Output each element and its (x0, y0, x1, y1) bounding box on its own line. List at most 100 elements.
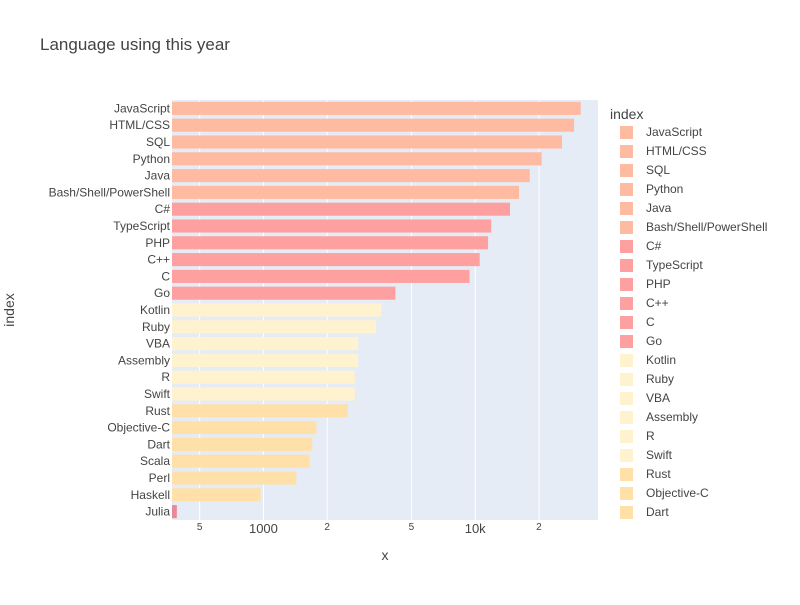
legend-swatch (620, 278, 633, 291)
legend-item-label: R (646, 429, 655, 443)
legend-item-label: Go (646, 334, 662, 348)
legend-swatch (620, 335, 633, 348)
legend-swatch (620, 202, 633, 215)
y-tick-label: C# (155, 202, 171, 216)
bar (172, 152, 542, 166)
y-tick-label: R (161, 370, 170, 384)
bar (172, 505, 177, 519)
legend-item-label: C (646, 315, 655, 329)
legend-item-label: VBA (646, 391, 670, 405)
y-tick-label: Kotlin (140, 303, 170, 317)
y-tick-label: PHP (145, 236, 170, 250)
bar (172, 135, 563, 149)
legend-swatch (620, 316, 633, 329)
x-tick-label: 10k (465, 521, 486, 536)
bar (172, 202, 511, 216)
bar (172, 471, 297, 485)
legend-swatch (620, 506, 633, 519)
legend-swatch (620, 487, 633, 500)
legend-item-label: C++ (646, 296, 669, 310)
legend-item-label: Ruby (646, 372, 674, 386)
bar (172, 454, 310, 468)
legend-swatch (620, 354, 633, 367)
legend-swatch (620, 183, 633, 196)
bar (172, 370, 355, 384)
y-tick-label: Haskell (131, 488, 170, 502)
y-tick-label: Objective-C (107, 421, 170, 435)
y-tick-label: Python (133, 152, 170, 166)
bar (172, 219, 492, 233)
legend: index JavaScript HTML/CSS SQL Python Java Bas… (610, 106, 767, 519)
x-tick-label: 2 (324, 522, 330, 533)
y-tick-label: Scala (140, 454, 170, 468)
legend-item-label: Dart (646, 505, 669, 519)
x-tick-label: 5 (409, 522, 415, 533)
legend-swatch (620, 373, 633, 386)
x-tick-label: 2 (536, 522, 542, 533)
bar (172, 169, 530, 183)
y-tick-label: C (161, 269, 170, 283)
bar (172, 236, 489, 250)
legend-item-label: Swift (646, 448, 673, 462)
y-tick-label: Assembly (118, 353, 170, 367)
legend-item-label: Bash/Shell/PowerShell (646, 220, 767, 234)
legend-item-label: JavaScript (646, 125, 703, 139)
legend-swatch (620, 259, 633, 272)
bar (172, 437, 313, 451)
y-tick-label: Bash/Shell/PowerShell (49, 185, 170, 199)
legend-item-label: Objective-C (646, 486, 709, 500)
bar-series (172, 101, 581, 519)
legend-swatch (620, 430, 633, 443)
y-axis-ticks: JavaScript HTML/CSS SQL Python Java Bash/Shel… (49, 101, 171, 518)
legend-swatch (620, 468, 633, 481)
y-tick-label: SQL (146, 135, 170, 149)
bar (172, 488, 261, 502)
bar (172, 353, 359, 367)
legend-swatch (620, 392, 633, 405)
legend-item-label: SQL (646, 163, 670, 177)
y-tick-label: Rust (145, 404, 170, 418)
y-tick-label: Ruby (142, 320, 170, 334)
bar (172, 387, 355, 401)
legend-item-label: Python (646, 182, 683, 196)
bar (172, 269, 470, 283)
legend-swatch (620, 126, 633, 139)
legend-item-label: Java (646, 201, 672, 215)
bar (172, 286, 396, 300)
y-axis-label: index (1, 293, 17, 326)
bar (172, 303, 382, 317)
y-tick-label: Perl (149, 471, 170, 485)
chart-title: Language using this year (40, 35, 230, 54)
legend-swatch (620, 297, 633, 310)
x-tick-label: 1000 (249, 521, 278, 536)
legend-item-label: Rust (646, 467, 671, 481)
bar (172, 253, 480, 267)
y-tick-label: VBA (146, 337, 170, 351)
legend-swatch (620, 449, 633, 462)
legend-item-label: Assembly (646, 410, 698, 424)
y-tick-label: Dart (147, 437, 170, 451)
bar (172, 404, 348, 418)
y-tick-label: TypeScript (113, 219, 170, 233)
legend-item-label: TypeScript (646, 258, 703, 272)
bar (172, 185, 520, 199)
legend-swatch (620, 221, 633, 234)
x-tick-label: 5 (197, 522, 203, 533)
legend-item-label: HTML/CSS (646, 144, 707, 158)
legend-item-label: C# (646, 239, 662, 253)
x-axis-label: x (382, 547, 389, 563)
bar (172, 118, 575, 132)
y-tick-label: HTML/CSS (109, 118, 170, 132)
legend-swatch (620, 145, 633, 158)
bar (172, 337, 359, 351)
bar (172, 101, 581, 115)
x-axis-ticks: 5 1000 2 5 10k 2 (197, 521, 542, 536)
legend-item-label: Kotlin (646, 353, 676, 367)
y-tick-label: Go (154, 286, 170, 300)
y-tick-label: JavaScript (114, 101, 171, 115)
legend-swatch (620, 411, 633, 424)
legend-swatch (620, 164, 633, 177)
bar (172, 421, 317, 435)
